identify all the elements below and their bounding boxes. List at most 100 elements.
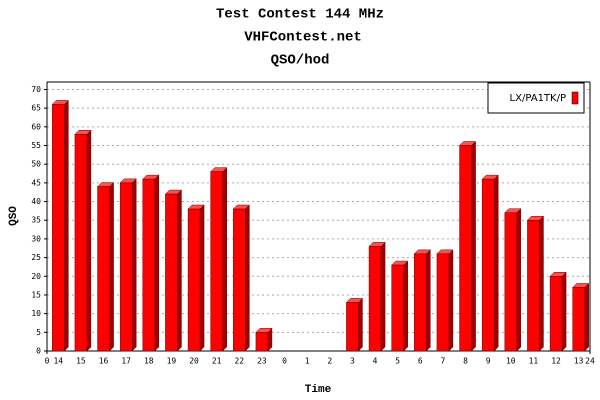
legend-box xyxy=(487,82,585,114)
bar-face xyxy=(97,186,110,352)
bar xyxy=(549,271,567,352)
chart-title: Test Contest 144 MHz xyxy=(216,7,384,23)
y-tick-label: 50 xyxy=(31,160,41,169)
bar-face xyxy=(527,219,540,352)
bar-face xyxy=(380,241,386,352)
y-tick-label: 15 xyxy=(31,290,41,299)
y-tick-label: 65 xyxy=(31,104,41,113)
y-tick-label: 40 xyxy=(31,197,41,206)
y-tick-label: 35 xyxy=(31,216,41,225)
x-tick-label: 18 xyxy=(144,357,154,366)
bar-face xyxy=(549,276,563,352)
bar-face xyxy=(245,204,250,352)
x-tick-label: 0 xyxy=(45,357,50,366)
bar xyxy=(391,260,409,352)
chart-subtitle: QSO/hod xyxy=(271,53,330,69)
bar-face xyxy=(504,212,518,352)
bar xyxy=(210,167,228,352)
bar xyxy=(232,204,250,352)
bar-face xyxy=(426,249,431,352)
bar-face xyxy=(414,253,427,352)
y-tick-label: 70 xyxy=(31,85,41,94)
x-tick-label: 12 xyxy=(551,357,561,366)
x-tick-label: 14 xyxy=(53,357,63,366)
bar xyxy=(572,282,590,352)
x-tick-label: 21 xyxy=(212,357,222,366)
x-tick-label: 10 xyxy=(506,357,516,366)
bar xyxy=(255,327,273,352)
x-tick-label: 11 xyxy=(529,357,539,366)
bar-face xyxy=(210,171,223,352)
bar-face xyxy=(584,282,589,352)
bar-face xyxy=(109,182,114,352)
bar xyxy=(164,189,183,352)
bar-face xyxy=(64,99,69,352)
bar xyxy=(51,99,69,352)
bar xyxy=(96,182,115,352)
x-tick-label: 19 xyxy=(167,357,177,366)
x-tick-label: 6 xyxy=(418,357,423,366)
bar-face xyxy=(255,332,269,352)
bar-face xyxy=(86,129,92,352)
y-tick-label: 0 xyxy=(36,347,41,356)
x-tick-label: 5 xyxy=(395,357,400,366)
bar-face xyxy=(222,167,227,352)
x-tick-label: 8 xyxy=(463,357,468,366)
x-tick-label: 3 xyxy=(350,357,355,366)
x-tick-label: 7 xyxy=(441,357,446,366)
bar xyxy=(413,249,431,352)
legend-label: LX/PA1TK/P xyxy=(510,93,566,104)
y-tick-label: 20 xyxy=(31,272,41,281)
x-tick-label: 24 xyxy=(585,357,595,366)
y-tick-label: 60 xyxy=(31,122,41,131)
bar-face xyxy=(52,104,65,352)
bar-face xyxy=(142,178,156,352)
x-tick-label: 9 xyxy=(486,357,491,366)
bar-face xyxy=(493,174,499,352)
bar-face xyxy=(119,182,133,352)
x-tick-label: 17 xyxy=(121,357,131,366)
x-tick-label: 16 xyxy=(99,357,109,366)
bar xyxy=(526,215,545,352)
x-tick-label: 13 xyxy=(574,357,584,366)
bar-face xyxy=(403,260,408,352)
bar-face xyxy=(448,249,454,352)
bar xyxy=(458,140,477,352)
y-tick-label: 10 xyxy=(31,309,41,318)
bar xyxy=(345,297,364,352)
bar xyxy=(74,129,92,352)
bar xyxy=(142,174,160,352)
x-tick-label: 20 xyxy=(189,357,199,366)
bar-face xyxy=(561,271,567,352)
bar-face xyxy=(346,302,359,352)
bar-face xyxy=(187,208,201,352)
y-tick-label: 30 xyxy=(31,234,41,243)
bar-face xyxy=(165,193,178,352)
x-axis-title: Time xyxy=(305,384,332,396)
bar-face xyxy=(368,246,382,352)
legend-swatch xyxy=(571,91,579,105)
bar xyxy=(119,178,137,352)
x-tick-label: 22 xyxy=(234,357,244,366)
bar-face xyxy=(74,134,88,352)
bar-face xyxy=(572,287,585,352)
y-axis-title: QSO xyxy=(8,206,20,226)
bar-face xyxy=(391,264,404,352)
bar-face xyxy=(516,208,522,352)
x-tick-label: 0 xyxy=(282,357,287,366)
bar-face xyxy=(199,204,205,352)
x-tick-label: 4 xyxy=(373,357,378,366)
chart-subtitle: VHFContest.net xyxy=(244,30,362,46)
bar-face xyxy=(131,178,137,352)
bar xyxy=(481,174,499,352)
bar xyxy=(504,208,522,352)
bar xyxy=(187,204,205,352)
x-tick-label: 2 xyxy=(327,357,332,366)
x-tick-label: 23 xyxy=(257,357,267,366)
y-tick-label: 5 xyxy=(36,328,41,337)
bar xyxy=(368,241,386,352)
bar-face xyxy=(481,178,495,352)
bar-face xyxy=(177,189,182,352)
y-tick-label: 55 xyxy=(31,141,41,150)
